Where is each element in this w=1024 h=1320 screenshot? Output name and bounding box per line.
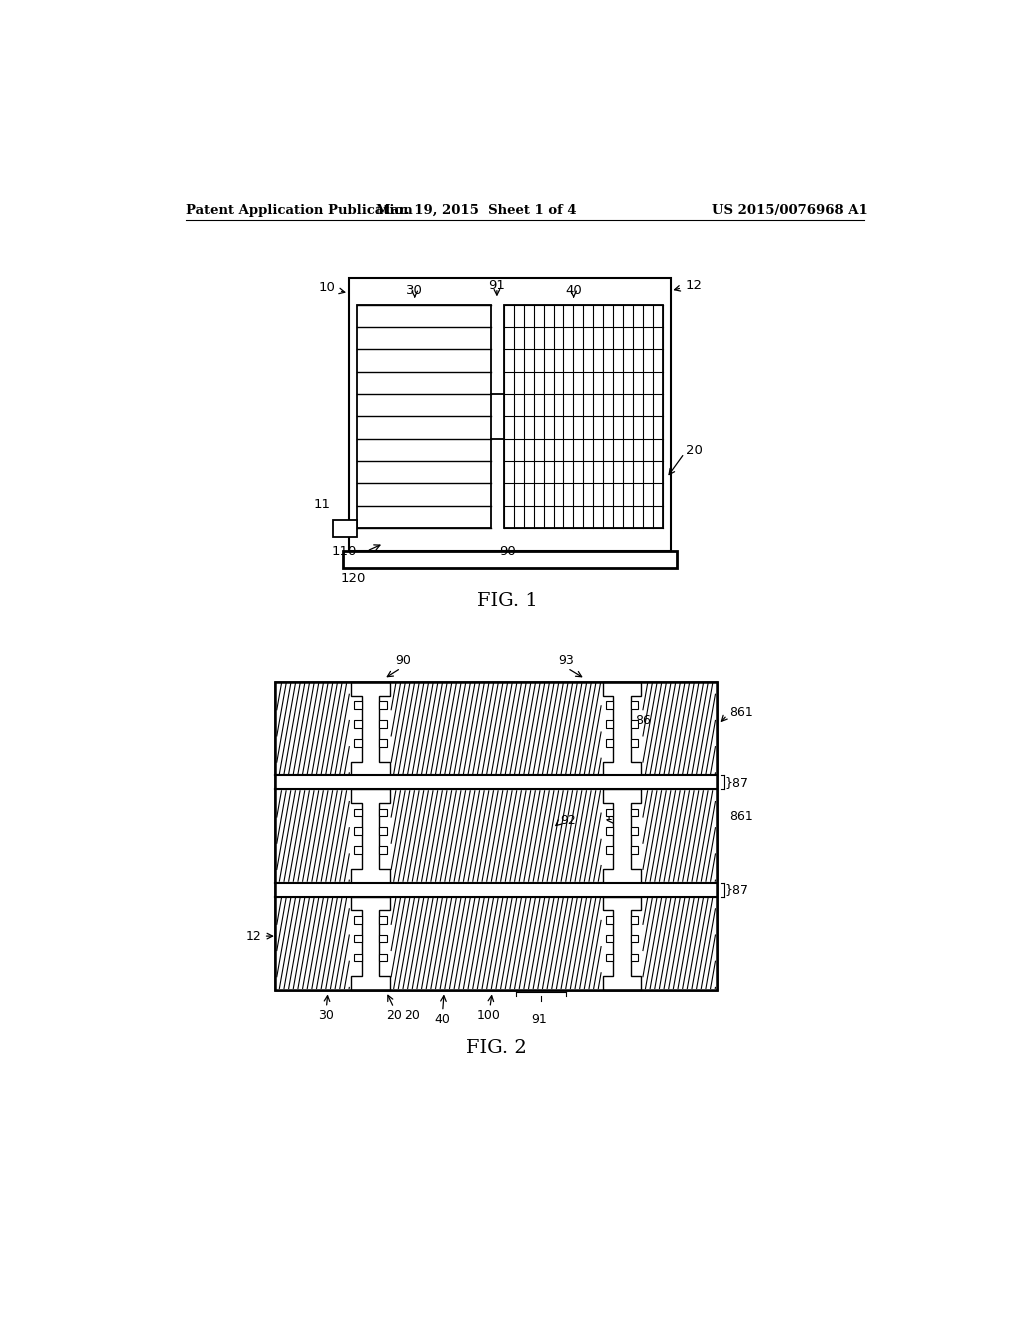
Bar <box>354 828 361 836</box>
Text: 20: 20 <box>386 1010 401 1022</box>
Bar <box>504 305 663 528</box>
Bar <box>354 846 361 854</box>
Bar <box>354 916 361 924</box>
Bar <box>631 721 638 727</box>
Text: 90: 90 <box>500 545 516 557</box>
Text: 30: 30 <box>407 284 423 297</box>
Bar <box>631 953 638 961</box>
Text: 120: 120 <box>340 572 366 585</box>
Bar <box>606 935 613 942</box>
Text: 10: 10 <box>318 281 336 294</box>
Bar <box>356 305 490 528</box>
Bar <box>606 828 613 836</box>
Bar <box>606 953 613 961</box>
Text: 93: 93 <box>558 653 573 667</box>
Bar <box>379 935 386 942</box>
Polygon shape <box>351 896 389 990</box>
Bar <box>379 809 386 816</box>
Text: 100: 100 <box>476 1010 501 1022</box>
Text: 91: 91 <box>530 1014 547 1026</box>
Bar <box>606 739 613 747</box>
Text: 12: 12 <box>246 929 261 942</box>
Bar <box>379 953 386 961</box>
Bar <box>631 739 638 747</box>
Bar <box>606 846 613 854</box>
Bar <box>606 721 613 727</box>
Bar <box>354 721 361 727</box>
Text: FIG. 2: FIG. 2 <box>466 1039 526 1057</box>
Bar <box>354 953 361 961</box>
Text: 90: 90 <box>395 653 411 667</box>
Bar <box>275 682 717 775</box>
Text: 12: 12 <box>686 279 703 292</box>
Text: 40: 40 <box>565 284 582 297</box>
Bar <box>606 701 613 709</box>
Text: 92: 92 <box>560 814 577 828</box>
Bar <box>379 916 386 924</box>
Polygon shape <box>351 789 389 883</box>
Bar <box>631 916 638 924</box>
Text: 91: 91 <box>488 279 505 292</box>
Bar <box>275 775 717 789</box>
Bar <box>275 896 717 990</box>
Bar <box>606 916 613 924</box>
Text: 11: 11 <box>314 499 331 511</box>
Text: 100: 100 <box>604 810 629 824</box>
Bar <box>631 828 638 836</box>
Bar <box>354 809 361 816</box>
Text: 861: 861 <box>729 810 753 824</box>
Bar <box>275 789 717 883</box>
Bar <box>349 277 671 552</box>
Text: }87: }87 <box>725 883 749 896</box>
Text: 30: 30 <box>317 1010 334 1022</box>
Bar <box>606 809 613 816</box>
Bar <box>275 883 717 896</box>
Text: 86: 86 <box>636 714 651 727</box>
Text: 110: 110 <box>331 545 356 557</box>
Bar <box>631 935 638 942</box>
Bar <box>275 775 717 789</box>
Text: 40: 40 <box>434 1014 450 1026</box>
Bar <box>631 809 638 816</box>
Bar <box>631 701 638 709</box>
Text: 20: 20 <box>404 1010 421 1022</box>
Bar <box>275 682 717 990</box>
Bar <box>379 846 386 854</box>
Bar <box>379 739 386 747</box>
Polygon shape <box>351 682 389 775</box>
Bar <box>334 520 356 537</box>
Polygon shape <box>603 682 641 775</box>
Text: 861: 861 <box>729 706 753 719</box>
Bar <box>379 721 386 727</box>
Bar <box>275 682 717 990</box>
Text: US 2015/0076968 A1: US 2015/0076968 A1 <box>713 205 868 218</box>
Bar <box>354 935 361 942</box>
Bar <box>631 846 638 854</box>
Text: Patent Application Publication: Patent Application Publication <box>186 205 413 218</box>
Bar <box>379 828 386 836</box>
Bar <box>343 552 677 568</box>
Bar <box>379 701 386 709</box>
Bar <box>354 739 361 747</box>
Text: }87: }87 <box>725 776 749 789</box>
Text: FIG. 1: FIG. 1 <box>477 593 539 610</box>
Text: 20: 20 <box>686 445 702 458</box>
Polygon shape <box>603 896 641 990</box>
Bar <box>275 883 717 896</box>
Bar <box>354 701 361 709</box>
Text: Mar. 19, 2015  Sheet 1 of 4: Mar. 19, 2015 Sheet 1 of 4 <box>377 205 578 218</box>
Polygon shape <box>603 789 641 883</box>
